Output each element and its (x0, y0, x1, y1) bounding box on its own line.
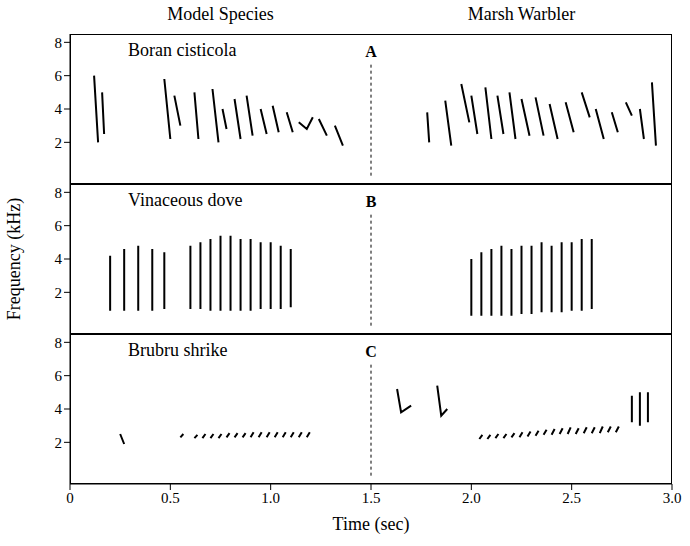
svg-text:4: 4 (55, 401, 63, 417)
svg-text:3.0: 3.0 (663, 490, 682, 506)
svg-text:0: 0 (66, 490, 74, 506)
svg-text:C: C (365, 343, 377, 360)
svg-text:8: 8 (55, 35, 63, 51)
svg-text:2.5: 2.5 (562, 490, 581, 506)
html-text:Model Species: Model Species (167, 4, 274, 24)
svg-text:4: 4 (55, 101, 63, 117)
html-text:Marsh Warbler: Marsh Warbler (467, 4, 576, 24)
svg-text:2: 2 (55, 285, 63, 301)
html-text:Vinaceous dove: Vinaceous dove (128, 190, 243, 210)
svg-text:1.0: 1.0 (261, 490, 280, 506)
svg-text:6: 6 (55, 218, 63, 234)
html-text:Boran cisticola: Boran cisticola (128, 40, 237, 60)
svg-text:Frequency (kHz): Frequency (kHz) (4, 198, 25, 320)
html-text:Time (sec): Time (sec) (332, 514, 410, 534)
svg-text:8: 8 (55, 185, 63, 201)
svg-text:0.5: 0.5 (161, 490, 180, 506)
svg-text:1.5: 1.5 (362, 490, 381, 506)
svg-text:8: 8 (55, 335, 63, 351)
svg-text:6: 6 (55, 368, 63, 384)
svg-text:2: 2 (55, 435, 63, 451)
svg-text:2.0: 2.0 (462, 490, 481, 506)
svg-text:B: B (366, 193, 377, 210)
svg-text:6: 6 (55, 68, 63, 84)
html-text:Brubru shrike: Brubru shrike (128, 340, 228, 360)
svg-text:2: 2 (55, 135, 63, 151)
svg-text:4: 4 (55, 251, 63, 267)
svg-text:A: A (365, 43, 377, 60)
